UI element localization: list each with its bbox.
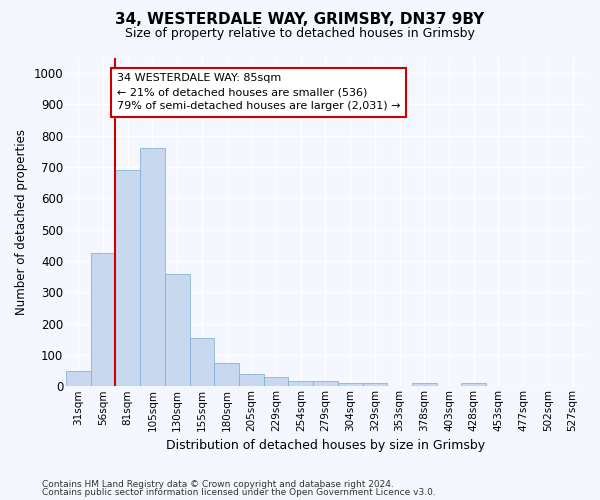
Bar [115,170,140,386]
Text: Contains HM Land Registry data © Crown copyright and database right 2024.: Contains HM Land Registry data © Crown c… [42,480,394,489]
Text: Contains public sector information licensed under the Open Government Licence v3: Contains public sector information licen… [42,488,436,497]
Bar [362,383,387,386]
Y-axis label: Number of detached properties: Number of detached properties [15,129,28,315]
Text: 34 WESTERDALE WAY: 85sqm
← 21% of detached houses are smaller (536)
79% of semi-: 34 WESTERDALE WAY: 85sqm ← 21% of detach… [116,73,400,111]
Bar [412,383,437,386]
Bar [190,338,214,386]
Bar [91,253,115,386]
Bar [313,380,338,386]
Bar [214,363,239,386]
Bar [289,380,313,386]
Bar [165,274,190,386]
X-axis label: Distribution of detached houses by size in Grimsby: Distribution of detached houses by size … [166,440,485,452]
Bar [66,370,91,386]
Bar [263,377,289,386]
Text: 34, WESTERDALE WAY, GRIMSBY, DN37 9BY: 34, WESTERDALE WAY, GRIMSBY, DN37 9BY [115,12,485,28]
Bar [239,374,263,386]
Bar [461,383,486,386]
Bar [338,383,362,386]
Text: Size of property relative to detached houses in Grimsby: Size of property relative to detached ho… [125,28,475,40]
Bar [140,148,165,386]
